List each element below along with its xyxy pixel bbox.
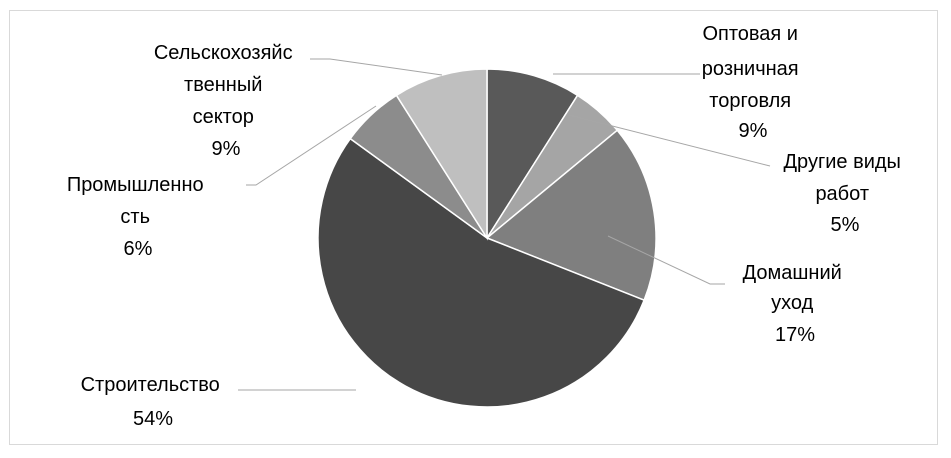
label-industry: Промышленно сть 6% xyxy=(67,174,209,260)
leader-agriculture xyxy=(310,58,443,76)
slices-group xyxy=(317,68,657,408)
label-other-work: Другие виды работ 5% xyxy=(784,151,907,236)
label-wholesale-retail: Оптовая и розничная торговля 9% xyxy=(702,23,804,142)
leader-home-care xyxy=(607,235,725,285)
label-construction: Строительство 54% xyxy=(81,374,226,430)
leader-other-work xyxy=(568,114,771,167)
slice-home-care xyxy=(485,129,657,302)
label-home-care: Домашний уход 17% xyxy=(743,262,848,346)
slice-construction xyxy=(317,137,646,408)
pie-chart: Оптовая и розничная торговля 9% Другие в… xyxy=(67,23,907,430)
slice-wholesale-retail xyxy=(486,68,579,241)
chart-area: Оптовая и розничная торговля 9% Другие в… xyxy=(9,10,938,445)
leader-lines-group xyxy=(238,58,771,391)
label-agriculture: Сельскохозяйс твенный сектор 9% xyxy=(154,42,298,160)
slice-agriculture xyxy=(395,68,488,241)
leader-industry xyxy=(246,105,377,186)
